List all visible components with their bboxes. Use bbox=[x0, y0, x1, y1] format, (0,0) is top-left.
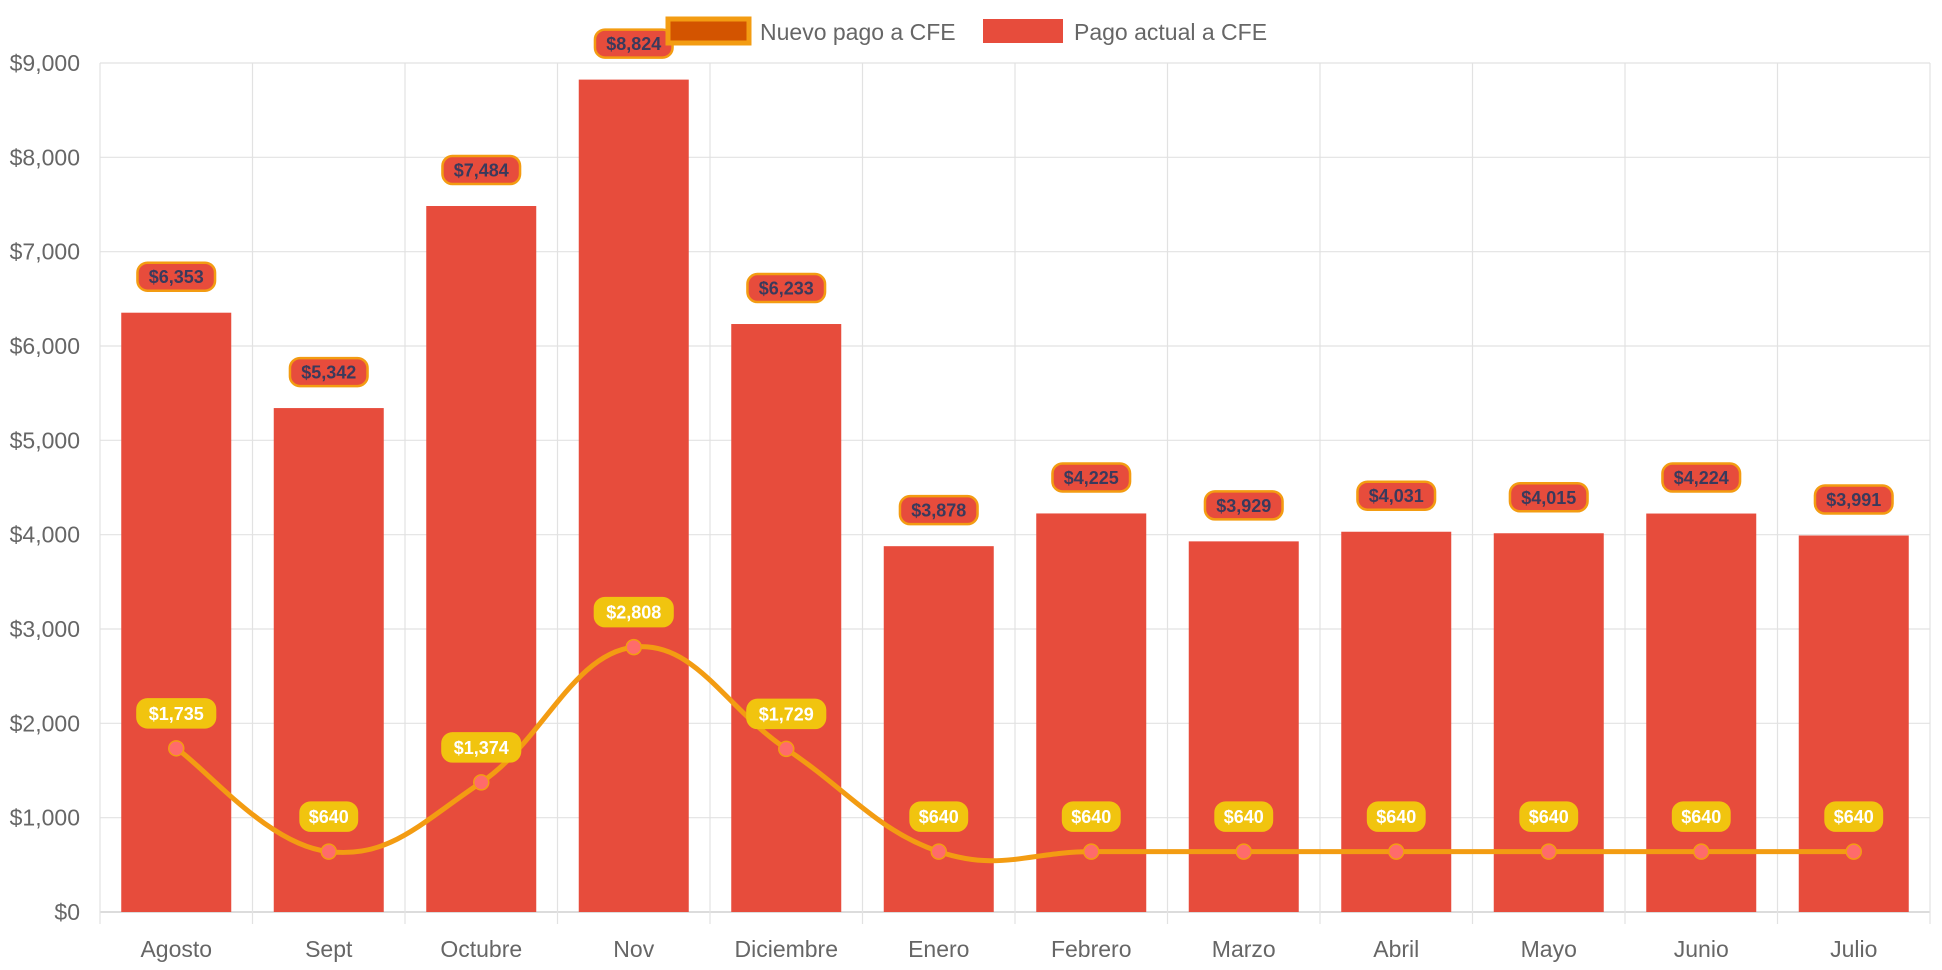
line-point-febrero[interactable] bbox=[1083, 843, 1100, 860]
x-tick-label-sept: Sept bbox=[305, 936, 353, 962]
line-label-octubre-bg bbox=[441, 732, 522, 763]
line-point-octubre[interactable] bbox=[473, 774, 490, 791]
legend-swatch-pago-actual[interactable] bbox=[983, 19, 1063, 43]
bar-label-octubre: $7,484 bbox=[454, 161, 509, 181]
line-label-agosto: $1,735 bbox=[149, 704, 204, 724]
line-point-mayo[interactable] bbox=[1540, 843, 1557, 860]
x-tick-label-junio: Junio bbox=[1674, 936, 1729, 962]
line-point-marzo[interactable] bbox=[1235, 843, 1252, 860]
bar-label-nov: $8,824 bbox=[606, 34, 661, 54]
line-data-labels: $1,735 $640 $1,374 $2,808 $1,729 $640 $640 $640… bbox=[136, 596, 1884, 832]
x-tick-label-mayo: Mayo bbox=[1521, 936, 1577, 962]
bar-label-abril: $4,031 bbox=[1369, 486, 1424, 506]
line-label-julio: $640 bbox=[1834, 807, 1874, 827]
bar-label-febrero: $4,225 bbox=[1064, 468, 1119, 488]
line-point-diciembre[interactable] bbox=[778, 740, 795, 758]
bar-label-sept: $5,342 bbox=[301, 363, 356, 383]
line-point-enero[interactable] bbox=[930, 843, 947, 860]
x-tick-label-agosto: Agosto bbox=[140, 936, 212, 962]
bar-nov[interactable] bbox=[578, 79, 689, 913]
line-label-diciembre: $1,729 bbox=[759, 704, 814, 724]
line-point-nov[interactable] bbox=[625, 638, 642, 656]
y-tick-label: $0 bbox=[54, 899, 80, 925]
y-tick-label: $2,000 bbox=[10, 710, 80, 736]
bar-octubre[interactable] bbox=[426, 206, 537, 912]
line-label-abril-bg bbox=[1366, 801, 1426, 832]
line-label-agosto-bg bbox=[136, 698, 217, 729]
line-point-julio[interactable] bbox=[1845, 843, 1862, 860]
line-label-febrero: $640 bbox=[1071, 807, 1111, 827]
line-label-marzo-bg bbox=[1214, 801, 1274, 832]
line-label-diciembre-bg bbox=[746, 698, 827, 730]
bar-label-enero: $3,878 bbox=[911, 501, 966, 521]
x-tick-label-marzo: Marzo bbox=[1212, 936, 1276, 962]
line-label-julio-bg bbox=[1824, 801, 1884, 832]
x-tick-label-julio: Julio bbox=[1830, 936, 1877, 962]
line-label-sept-bg bbox=[299, 801, 359, 832]
bar-label-octubre-bg bbox=[441, 154, 522, 186]
line-label-junio-bg bbox=[1671, 801, 1731, 832]
legend-label-nuevo-pago[interactable]: Nuevo pago a CFE bbox=[760, 19, 956, 45]
legend-swatch-nuevo-pago[interactable] bbox=[665, 16, 752, 46]
bar-data-labels: $6,353 $5,342 $7,484 $8,824 $6,233 $3,878 $4,2… bbox=[136, 28, 1894, 526]
x-tick-label-febrero: Febrero bbox=[1051, 936, 1132, 962]
bar-label-mayo: $4,015 bbox=[1521, 488, 1576, 508]
bar-label-marzo-bg bbox=[1203, 490, 1284, 521]
x-tick-label-diciembre: Diciembre bbox=[734, 936, 838, 962]
y-tick-label: $6,000 bbox=[10, 333, 80, 359]
line-label-marzo: $640 bbox=[1224, 807, 1264, 827]
line-point-sept[interactable] bbox=[320, 843, 337, 860]
bar-label-abril-bg bbox=[1356, 480, 1437, 511]
x-tick-label-enero: Enero bbox=[908, 936, 969, 962]
x-tick-label-nov: Nov bbox=[613, 936, 654, 962]
line-label-octubre: $1,374 bbox=[454, 738, 509, 758]
x-tick-label-octubre: Octubre bbox=[440, 936, 522, 962]
line-label-abril: $640 bbox=[1376, 807, 1416, 827]
line-label-mayo: $640 bbox=[1529, 807, 1569, 827]
line-label-enero: $640 bbox=[919, 807, 959, 827]
line-label-junio: $640 bbox=[1681, 807, 1721, 827]
axes: $0 $1,000 $2,000 $3,000 $4,000 $5,000 $6,000 $7… bbox=[10, 50, 1878, 962]
bar-label-junio-bg bbox=[1661, 462, 1742, 493]
line-label-enero-bg bbox=[909, 801, 969, 832]
line-label-sept: $640 bbox=[309, 807, 349, 827]
line-label-mayo-bg bbox=[1519, 801, 1579, 832]
bar-label-marzo: $3,929 bbox=[1216, 496, 1271, 516]
bar-label-agosto: $6,353 bbox=[149, 267, 204, 287]
y-tick-label: $9,000 bbox=[10, 50, 80, 76]
line-point-agosto[interactable] bbox=[168, 740, 185, 757]
line-point-abril[interactable] bbox=[1388, 843, 1405, 860]
y-tick-label: $7,000 bbox=[10, 239, 80, 265]
y-tick-label: $5,000 bbox=[10, 427, 80, 453]
line-label-febrero-bg bbox=[1061, 801, 1121, 832]
bar-agosto[interactable] bbox=[121, 312, 232, 913]
x-tick-label-abril: Abril bbox=[1373, 936, 1419, 962]
line-label-nov-bg bbox=[593, 596, 674, 628]
bar-label-junio: $4,224 bbox=[1674, 468, 1729, 488]
legend-label-pago-actual[interactable]: Pago actual a CFE bbox=[1074, 19, 1267, 45]
y-tick-label: $3,000 bbox=[10, 616, 80, 642]
y-tick-label: $8,000 bbox=[10, 144, 80, 170]
bar-label-julio-bg bbox=[1813, 484, 1894, 515]
bar-label-julio: $3,991 bbox=[1826, 490, 1881, 510]
grid bbox=[99, 62, 1931, 924]
line-point-junio[interactable] bbox=[1693, 843, 1710, 860]
y-tick-label: $1,000 bbox=[10, 805, 80, 831]
bar-label-mayo-bg bbox=[1508, 482, 1589, 513]
bar-diciembre[interactable] bbox=[731, 324, 842, 912]
bar-label-sept-bg bbox=[288, 356, 369, 388]
bar-label-diciembre: $6,233 bbox=[759, 279, 814, 299]
bar-label-febrero-bg bbox=[1051, 462, 1132, 493]
line-series bbox=[168, 638, 1862, 864]
legend[interactable]: Nuevo pago a CFE Pago actual a CFE bbox=[665, 16, 1267, 46]
line-label-nov: $2,808 bbox=[606, 603, 661, 623]
bar-label-agosto-bg bbox=[136, 261, 217, 292]
bar-label-diciembre-bg bbox=[746, 272, 827, 304]
bar-label-enero-bg bbox=[898, 494, 979, 526]
y-tick-label: $4,000 bbox=[10, 522, 80, 548]
